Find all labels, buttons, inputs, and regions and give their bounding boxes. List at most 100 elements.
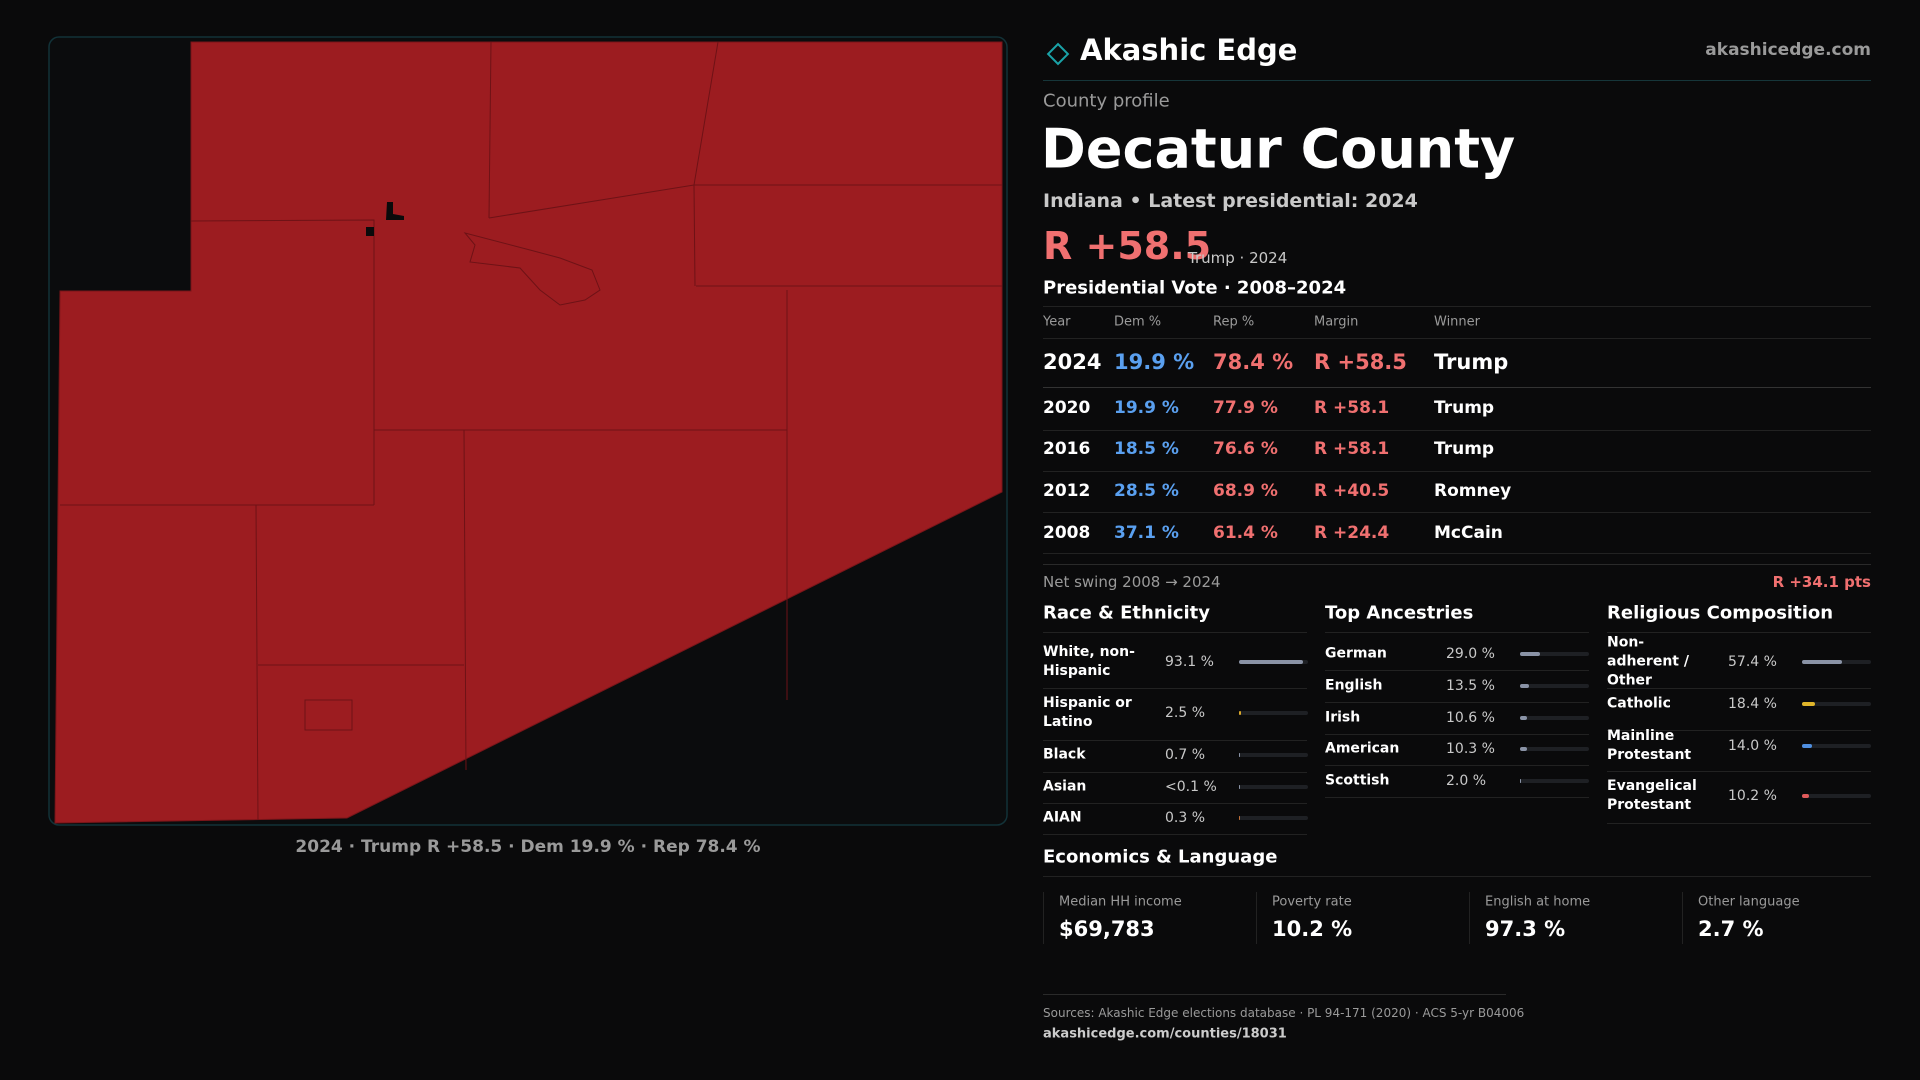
- cell: 61.4 %: [1213, 523, 1278, 543]
- cell: 76.6 %: [1213, 439, 1278, 459]
- row-label: Non-adherent / Other: [1607, 634, 1689, 689]
- section-title: Religious Composition: [1607, 602, 1834, 624]
- row-value: 0.7 %: [1165, 747, 1206, 763]
- headline-note: Trump · 2024: [1188, 249, 1288, 267]
- row-rule: [1325, 670, 1589, 671]
- bar: [1239, 816, 1240, 820]
- map: [48, 36, 1008, 826]
- bar-track: [1239, 785, 1308, 789]
- header-rule: [1043, 80, 1871, 81]
- cell: 19.9 %: [1114, 398, 1179, 418]
- column-header: Margin: [1314, 314, 1359, 330]
- map-gap: [366, 227, 374, 236]
- row-rule: [1043, 803, 1307, 804]
- subtitle: Indiana • Latest presidential: 2024: [1043, 190, 1418, 212]
- card-border: [1043, 892, 1044, 944]
- card-border: [1256, 892, 1257, 944]
- bar-track: [1520, 652, 1589, 656]
- bar: [1239, 711, 1241, 715]
- bar: [1239, 660, 1304, 664]
- cell: McCain: [1434, 523, 1503, 543]
- rule: [1043, 994, 1506, 995]
- bar-track: [1239, 711, 1308, 715]
- rule: [1043, 876, 1871, 877]
- cell: R +24.4: [1314, 523, 1390, 543]
- row-value: 10.3 %: [1446, 741, 1495, 757]
- section-rule: [1607, 632, 1871, 633]
- card-label: Poverty rate: [1272, 894, 1352, 910]
- row-label: Evangelical Protestant: [1607, 778, 1697, 813]
- brand: Akashic Edge: [1080, 33, 1298, 67]
- row-rule: [1043, 553, 1871, 554]
- cell: R +58.1: [1314, 439, 1390, 459]
- cell: 2020: [1043, 398, 1091, 418]
- row-value: 10.6 %: [1446, 710, 1495, 726]
- bar: [1520, 684, 1530, 688]
- bar: [1520, 779, 1522, 783]
- row-rule: [1325, 797, 1589, 798]
- cell: 18.5 %: [1114, 439, 1179, 459]
- row-value: 0.3 %: [1165, 810, 1206, 826]
- row-rule: [1043, 740, 1307, 741]
- bar-track: [1520, 716, 1589, 720]
- card-label: Other language: [1698, 894, 1800, 910]
- cell: 78.4 %: [1213, 350, 1294, 374]
- column-header: Winner: [1434, 314, 1481, 330]
- cell: 2008: [1043, 523, 1091, 543]
- section-rule: [1043, 632, 1307, 633]
- logo: [1046, 42, 1070, 66]
- bar: [1520, 716, 1528, 720]
- cell: R +40.5: [1314, 481, 1390, 501]
- row-value: 10.2 %: [1728, 788, 1777, 804]
- map-gap: [386, 202, 404, 220]
- net-swing-value: R +34.1 pts: [1772, 573, 1871, 591]
- cell: 2016: [1043, 439, 1091, 459]
- card-border: [1682, 892, 1683, 944]
- bar: [1520, 652, 1540, 656]
- cell: 77.9 %: [1213, 398, 1278, 418]
- map-caption: 2024 · Trump R +58.5 · Dem 19.9 % · Rep …: [295, 837, 761, 857]
- row-value: 2.5 %: [1165, 705, 1206, 721]
- bar-track: [1802, 794, 1871, 798]
- bar: [1802, 660, 1842, 664]
- card-value: 97.3 %: [1485, 917, 1566, 941]
- row-label: American: [1325, 740, 1400, 757]
- bar: [1802, 794, 1810, 798]
- township-lines: [60, 41, 1002, 821]
- bar-track: [1239, 660, 1308, 664]
- card-value: $69,783: [1059, 917, 1155, 941]
- cell: 2024: [1043, 350, 1102, 374]
- bar-track: [1520, 684, 1589, 688]
- row-rule: [1043, 387, 1871, 388]
- econ-title: Economics & Language: [1043, 846, 1278, 868]
- cell: Trump: [1434, 350, 1509, 374]
- row-rule: [1607, 730, 1871, 731]
- row-label: Catholic: [1607, 695, 1671, 712]
- title: Decatur County: [1041, 117, 1516, 181]
- cell: 19.9 %: [1114, 350, 1195, 374]
- bar-track: [1239, 753, 1308, 757]
- card-label: Median HH income: [1059, 894, 1182, 910]
- row-label: Mainline Protestant: [1607, 728, 1692, 763]
- card-label: English at home: [1485, 894, 1591, 910]
- bar: [1520, 747, 1528, 751]
- row-rule: [1043, 772, 1307, 773]
- row-rule: [1325, 734, 1589, 735]
- cell: Trump: [1434, 398, 1495, 418]
- bar-track: [1239, 816, 1308, 820]
- cell: R +58.1: [1314, 398, 1390, 418]
- row-rule: [1325, 702, 1589, 703]
- bar-track: [1802, 702, 1871, 706]
- row-label: English: [1325, 677, 1383, 694]
- row-value: 13.5 %: [1446, 678, 1495, 694]
- row-value: 93.1 %: [1165, 654, 1214, 670]
- row-label: Asian: [1043, 778, 1087, 795]
- table-title: Presidential Vote · 2008–2024: [1043, 277, 1347, 299]
- section-title: Race & Ethnicity: [1043, 602, 1210, 624]
- bar: [1239, 753, 1240, 757]
- net-swing-label: Net swing 2008 → 2024: [1043, 573, 1221, 591]
- county-shape: [54, 41, 1003, 824]
- row-rule: [1325, 765, 1589, 766]
- headline-margin: R +58.5: [1043, 224, 1212, 268]
